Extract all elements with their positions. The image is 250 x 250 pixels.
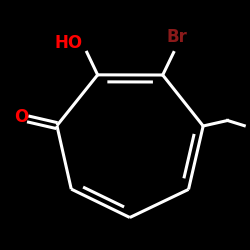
Text: O: O xyxy=(14,108,29,126)
Text: Br: Br xyxy=(166,28,187,46)
Text: HO: HO xyxy=(54,34,82,52)
